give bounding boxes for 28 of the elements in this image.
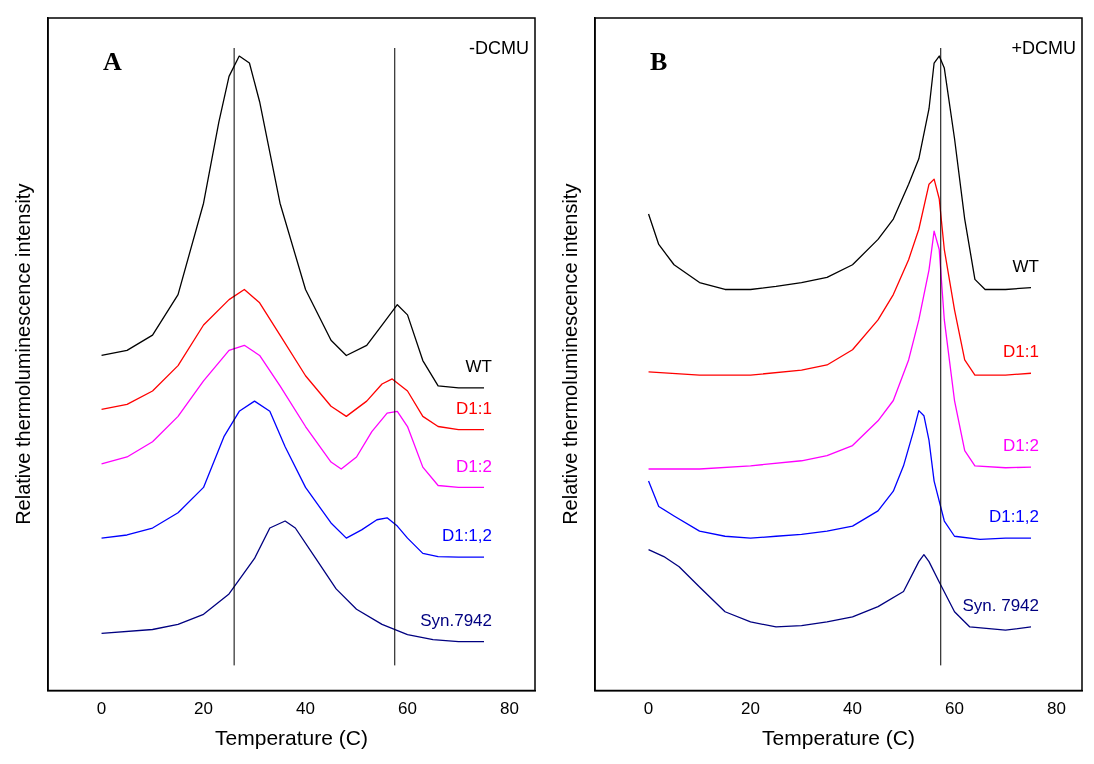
series-label: D1:1,2 xyxy=(441,526,493,546)
series-label: D1:2 xyxy=(456,456,493,476)
series-label: Syn. 7942 xyxy=(962,596,1040,616)
x-axis-title: Temperature (C) xyxy=(762,726,915,750)
x-tick-label: 0 xyxy=(96,699,107,719)
annotation: +DCMU xyxy=(1011,37,1076,58)
x-tick-label: 0 xyxy=(643,699,654,719)
x-tick-label: 20 xyxy=(741,699,760,719)
series-label: WT xyxy=(465,357,493,377)
x-axis-title: Temperature (C) xyxy=(215,726,368,750)
annotation: B xyxy=(650,46,668,76)
x-tick-label: 80 xyxy=(500,699,519,719)
y-axis-title: Relative thermoluminescence intensity xyxy=(558,183,581,525)
annotation: A xyxy=(103,46,122,76)
series-label: Syn.7942 xyxy=(420,610,493,630)
x-tick-label: 40 xyxy=(843,699,862,719)
series-label: D1:1,2 xyxy=(988,507,1040,527)
x-tick-label: 40 xyxy=(296,699,315,719)
x-tick-label: 60 xyxy=(398,699,417,719)
x-tick-label: 80 xyxy=(1047,699,1066,719)
x-tick-label: 60 xyxy=(945,699,964,719)
series-label: D1:2 xyxy=(1003,436,1040,456)
series-label: D1:1 xyxy=(1003,342,1040,362)
x-tick-label: 20 xyxy=(194,699,213,719)
series-label: D1:1 xyxy=(456,398,493,418)
annotation: -DCMU xyxy=(469,37,529,58)
series-label: WT xyxy=(1012,256,1040,276)
y-axis-title: Relative thermoluminescence intensity xyxy=(11,183,34,525)
